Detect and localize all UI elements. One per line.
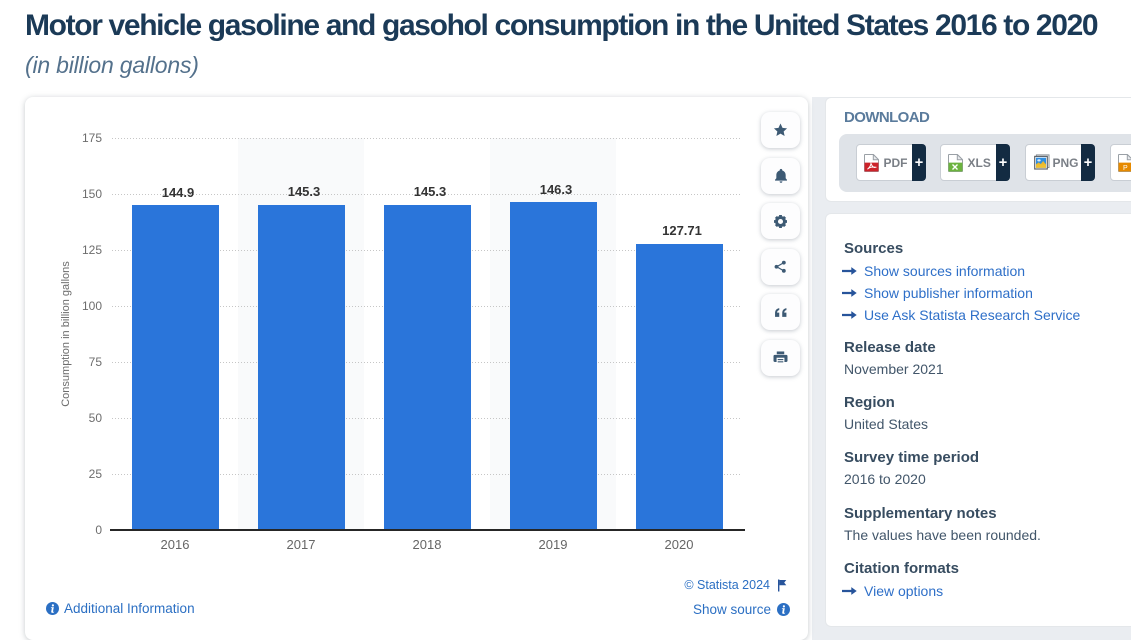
svg-text:P: P [1123,165,1128,172]
